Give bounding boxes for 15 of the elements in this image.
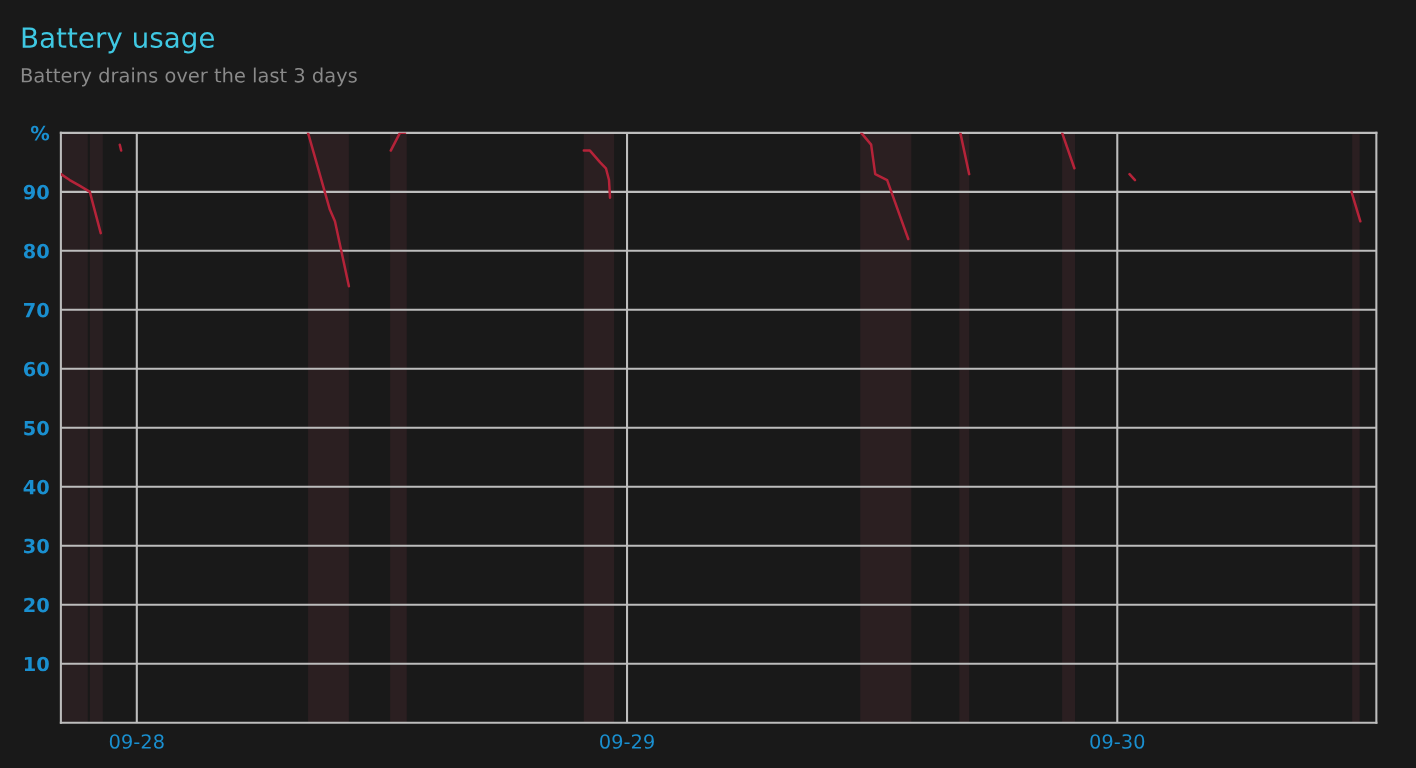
y-tick-label: 20 xyxy=(24,597,49,613)
chart-title: Battery usage xyxy=(22,27,214,54)
y-tick-label: 70 xyxy=(24,302,49,318)
x-tick-label: 09-28 xyxy=(109,734,164,749)
y-tick-label: 80 xyxy=(23,243,49,259)
y-tick-label: % xyxy=(30,125,50,141)
chart-subtitle: Battery drains over the last 3 days xyxy=(21,67,357,87)
y-tick-label: 10 xyxy=(24,656,49,672)
y-tick-label: 60 xyxy=(23,361,49,377)
y-tick-label: 30 xyxy=(24,538,49,554)
x-tick-label: 09-29 xyxy=(600,734,654,749)
x-tick-label: 09-30 xyxy=(1090,734,1145,749)
y-tick-label: 90 xyxy=(23,184,49,200)
y-tick-label: 40 xyxy=(23,479,49,495)
y-tick-label: 50 xyxy=(24,420,49,436)
